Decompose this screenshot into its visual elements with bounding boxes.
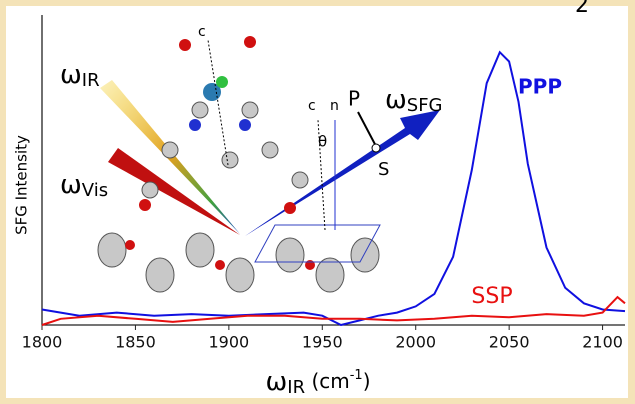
- x-tick-label: 1850: [115, 333, 156, 352]
- chart: 2 SFG Intensity ωIR (cm-1) ωIR ωVis ωSFG…: [0, 0, 635, 404]
- page-marker: 2: [575, 0, 589, 18]
- x-label-part: ω: [265, 367, 287, 397]
- inset-label: c: [308, 98, 316, 114]
- inset-label-sub: IR: [82, 70, 100, 91]
- inset-label: θ: [318, 133, 327, 151]
- x-label-part: ): [363, 369, 371, 393]
- x-label-part: -1: [350, 368, 363, 383]
- inset-label: P: [348, 87, 360, 111]
- x-tick-label: 1800: [22, 333, 63, 352]
- x-label-part: IR: [287, 377, 305, 398]
- x-tick-label: 2000: [395, 333, 436, 352]
- x-tick-label: 2100: [582, 333, 623, 352]
- x-tick-label: 1950: [302, 333, 343, 352]
- inset-label: c: [198, 24, 206, 40]
- y-axis-label: SFG Intensity: [13, 135, 31, 235]
- series-label: SSP: [471, 284, 512, 309]
- x-label-part: (cm: [305, 369, 350, 393]
- inset-label-base: ω: [60, 170, 82, 200]
- inset-label-sub: SFG: [407, 95, 443, 116]
- inset-label-base: ω: [60, 60, 82, 90]
- series-label: PPP: [518, 75, 562, 99]
- inset-label-base: ω: [385, 85, 407, 115]
- inset-label-sub: Vis: [82, 180, 108, 201]
- inset-label: n: [330, 98, 339, 114]
- inset-label: S: [378, 159, 389, 180]
- x-tick-label: 1900: [208, 333, 249, 352]
- x-tick-label: 2050: [489, 333, 530, 352]
